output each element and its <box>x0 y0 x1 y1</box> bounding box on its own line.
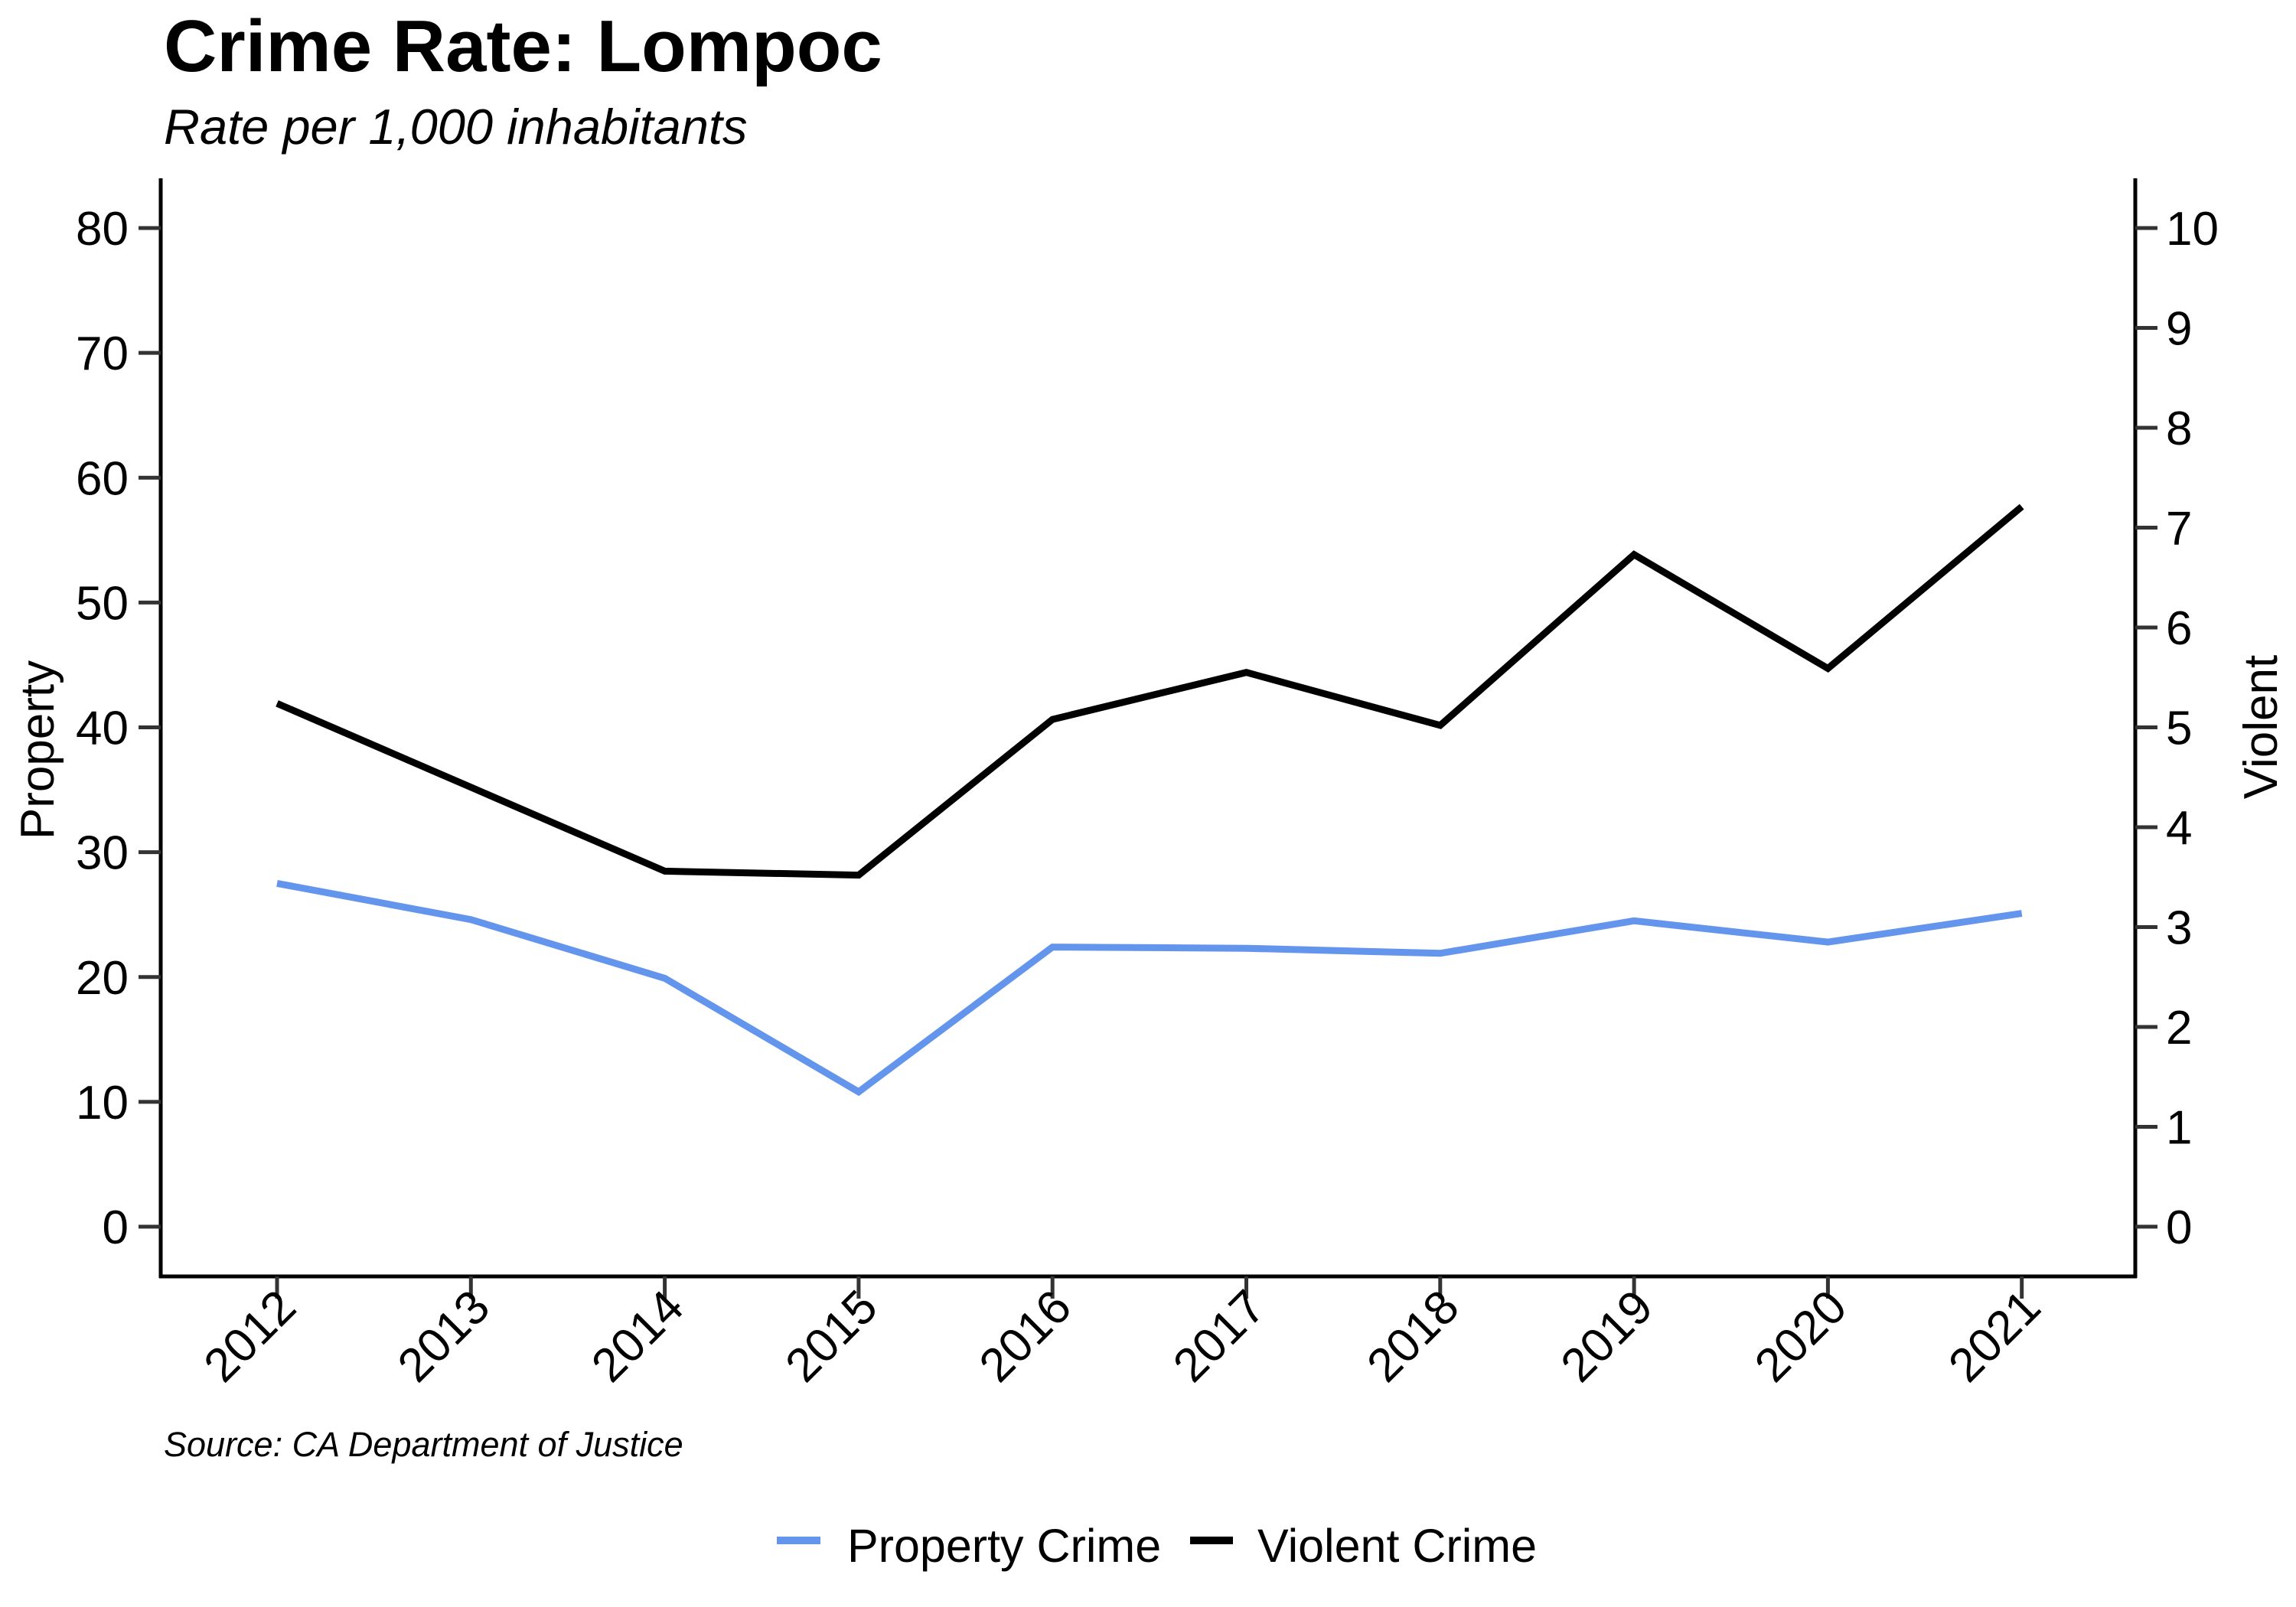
right-y-tick-label: 0 <box>2166 1201 2192 1254</box>
legend: Property Crime Violent Crime <box>777 1520 1537 1572</box>
right-y-tick-label: 4 <box>2166 802 2192 855</box>
series-line-violent-crime <box>276 504 2024 879</box>
left-y-tick-label: 30 <box>76 827 129 880</box>
left-y-tick-label: 80 <box>76 203 129 256</box>
right-y-tick-label: 9 <box>2166 303 2192 356</box>
left-y-axis-ticks: 0 10 20 30 40 50 60 70 80 <box>76 203 161 1254</box>
left-y-tick-label: 0 <box>103 1201 129 1254</box>
right-y-tick-label: 2 <box>2166 1002 2192 1054</box>
right-y-tick-label: 8 <box>2166 403 2192 455</box>
right-y-tick-label: 5 <box>2166 702 2192 755</box>
legend-label-property: Property Crime <box>847 1520 1161 1572</box>
series-layer <box>276 504 2024 1097</box>
series-violent-crime <box>276 504 2024 879</box>
chart-subtitle: Rate per 1,000 inhabitants <box>164 99 747 155</box>
left-y-tick-label: 20 <box>76 952 129 1005</box>
series-line-property-crime <box>276 879 2023 1097</box>
right-y-tick-label: 10 <box>2166 203 2219 256</box>
series-property-crime <box>276 879 2023 1097</box>
legend-item-property: Property Crime <box>777 1520 1161 1572</box>
left-y-axis-title: Property <box>11 660 64 839</box>
right-y-tick-label: 1 <box>2166 1102 2192 1155</box>
right-y-tick-label: 3 <box>2166 902 2192 955</box>
legend-label-violent: Violent Crime <box>1257 1520 1537 1572</box>
chart-title: Crime Rate: Lompoc <box>164 5 882 87</box>
source-note: Source: CA Department of Justice <box>164 1425 683 1464</box>
right-y-axis-title: Violent <box>2235 655 2288 799</box>
left-y-tick-label: 10 <box>76 1077 129 1129</box>
right-y-axis-ticks: 0 1 2 3 4 5 6 7 8 9 10 <box>2135 203 2219 1254</box>
left-y-tick-label: 70 <box>76 328 129 380</box>
left-y-tick-label: 50 <box>76 577 129 630</box>
left-y-tick-label: 40 <box>76 702 129 755</box>
right-y-tick-label: 7 <box>2166 503 2192 556</box>
right-y-tick-label: 6 <box>2166 602 2192 655</box>
legend-item-violent: Violent Crime <box>1190 1520 1537 1572</box>
left-y-tick-label: 60 <box>76 452 129 505</box>
